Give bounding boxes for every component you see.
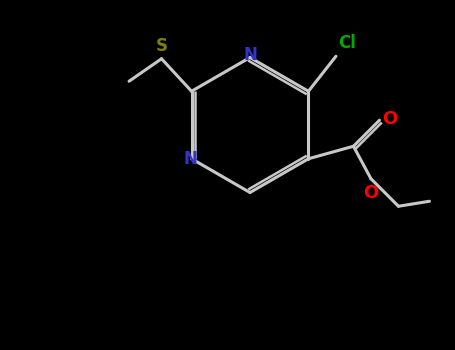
Text: N: N — [243, 47, 257, 64]
Text: S: S — [156, 37, 167, 55]
Text: O: O — [382, 110, 397, 128]
Text: O: O — [364, 184, 379, 202]
Text: Cl: Cl — [339, 34, 356, 52]
Text: N: N — [184, 150, 197, 168]
